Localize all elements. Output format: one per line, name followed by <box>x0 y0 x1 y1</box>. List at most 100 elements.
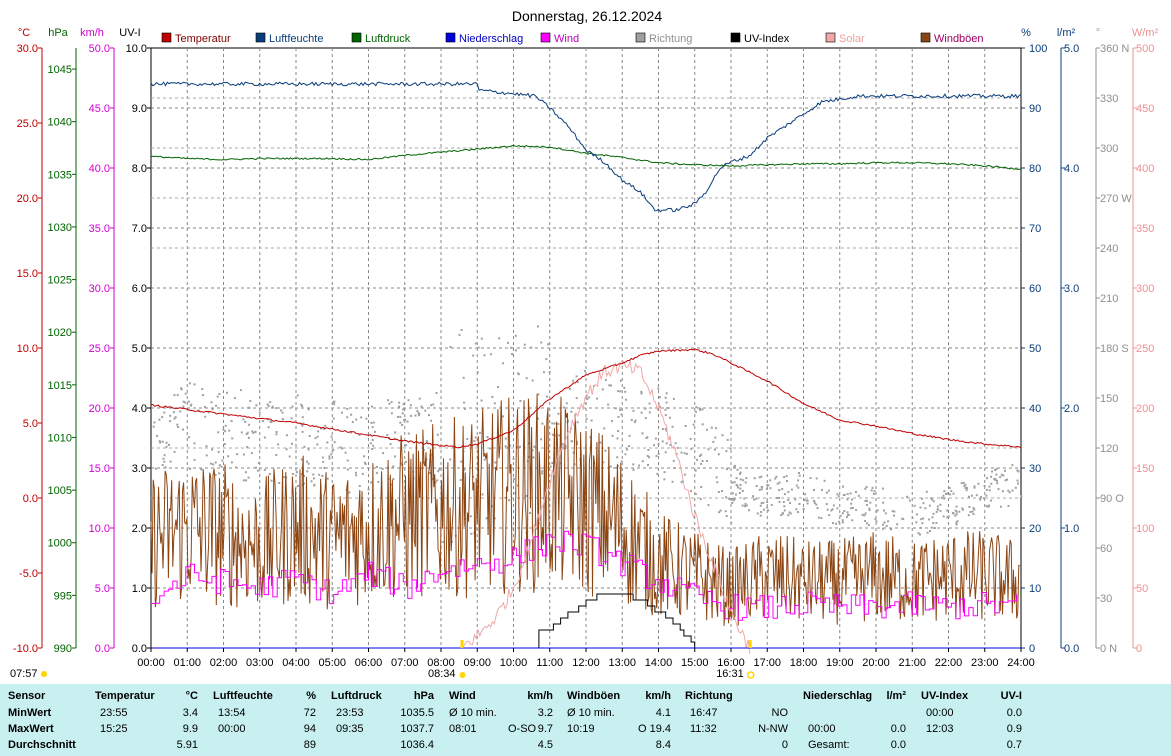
richtung-point <box>736 484 739 487</box>
richtung-point <box>781 513 784 516</box>
richtung-point <box>585 417 588 420</box>
richtung-point <box>161 464 164 466</box>
richtung-point <box>211 408 214 411</box>
richtung-point <box>611 434 614 437</box>
richtung-point <box>646 454 649 457</box>
richtung-point <box>599 441 602 444</box>
axis-tick-label-rain: 3.0 <box>1064 283 1079 295</box>
richtung-point <box>816 507 819 510</box>
richtung-point <box>541 470 544 473</box>
richtung-point <box>778 500 781 503</box>
series-temperatur <box>150 348 1022 449</box>
richtung-point <box>222 428 225 431</box>
richtung-point <box>737 486 740 489</box>
statistics-table: Sensor Temperatur °C Luftfeuchte% Luftdruck h… <box>0 684 1171 756</box>
richtung-point <box>502 362 505 365</box>
richtung-point <box>246 431 249 434</box>
stats-wind-time: 08:01 <box>449 723 477 735</box>
richtung-point <box>778 481 781 484</box>
richtung-point <box>314 437 317 440</box>
richtung-point <box>623 386 626 389</box>
richtung-point <box>301 416 304 419</box>
richtung-point <box>163 460 166 463</box>
richtung-point <box>242 453 245 456</box>
unit-label-solar: W/m² <box>1132 27 1159 39</box>
stats-wind-dir: O-SO <box>508 723 537 735</box>
axis-tick-label-uv: 2.0 <box>132 523 147 535</box>
richtung-point <box>291 442 293 445</box>
richtung-point <box>725 468 728 471</box>
richtung-point <box>346 416 349 419</box>
richtung-point <box>328 455 331 458</box>
axis-tick-label-pressure: 995 <box>54 590 72 602</box>
richtung-point <box>430 419 433 422</box>
richtung-point <box>786 480 788 482</box>
richtung-point <box>776 482 779 485</box>
richtung-point <box>847 514 850 516</box>
x-tick-label: 16:00 <box>717 657 745 669</box>
richtung-point <box>230 420 233 422</box>
richtung-point <box>996 479 998 482</box>
richtung-point <box>931 516 934 519</box>
richtung-point <box>326 441 329 444</box>
axis-tick-label-temp: 25.0 <box>17 118 38 130</box>
axis-tick-label-solar: 200 <box>1136 403 1154 415</box>
richtung-point <box>875 510 878 513</box>
richtung-point <box>420 405 423 408</box>
richtung-point <box>1017 470 1020 473</box>
axis-tick-label-direction: 90 O <box>1100 493 1124 505</box>
richtung-point <box>588 396 591 399</box>
x-tick-label: 02:00 <box>210 657 238 669</box>
richtung-point <box>254 466 257 469</box>
richtung-point <box>313 484 316 487</box>
richtung-point <box>224 424 227 427</box>
richtung-point <box>946 509 949 512</box>
axis-tick-label-uv: 1.0 <box>132 583 147 595</box>
richtung-point <box>967 514 970 517</box>
richtung-point <box>983 484 986 487</box>
richtung-point <box>382 452 385 455</box>
richtung-point <box>979 498 982 501</box>
richtung-point <box>333 403 336 406</box>
axis-tick-label-humidity: 80 <box>1029 163 1041 175</box>
richtung-point <box>1006 478 1008 481</box>
legend-label: Niederschlag <box>459 33 523 45</box>
axis-tick-label-pressure: 1015 <box>48 380 72 392</box>
richtung-point <box>502 415 504 418</box>
axis-tick-label-humidity: 20 <box>1029 523 1041 535</box>
richtung-point <box>245 433 248 436</box>
richtung-point <box>885 525 888 527</box>
richtung-point <box>172 411 175 414</box>
stats-row-label: MaxWert <box>8 723 54 735</box>
richtung-point <box>218 472 221 475</box>
richtung-point <box>707 448 710 451</box>
stats-press-time: 23:53 <box>336 707 364 719</box>
richtung-point <box>790 488 793 491</box>
richtung-point <box>543 371 545 374</box>
axis-rain: 5.0 4.0 3.0 2.0 1.0 0.0 <box>1060 43 1079 655</box>
richtung-point <box>619 379 622 382</box>
richtung-point <box>855 491 857 493</box>
richtung-point <box>671 425 674 428</box>
richtung-point <box>913 504 916 507</box>
stats-header-wind: Wind <box>449 690 476 702</box>
richtung-point <box>839 514 842 517</box>
richtung-point <box>837 520 840 523</box>
richtung-point <box>940 496 943 499</box>
richtung-point <box>381 467 384 470</box>
richtung-point <box>864 499 867 502</box>
richtung-point <box>647 449 650 451</box>
richtung-point <box>188 436 191 439</box>
richtung-point <box>358 485 361 487</box>
richtung-point <box>235 466 238 469</box>
richtung-point <box>506 341 509 344</box>
richtung-point <box>680 481 683 484</box>
stats-header-gust-unit: km/h <box>645 690 671 702</box>
richtung-point <box>929 530 931 532</box>
richtung-point <box>785 475 788 477</box>
richtung-point <box>851 507 854 509</box>
richtung-point <box>760 475 763 478</box>
richtung-point <box>540 341 543 344</box>
richtung-point <box>189 382 191 385</box>
axis-tick-label-solar: 400 <box>1136 163 1154 175</box>
